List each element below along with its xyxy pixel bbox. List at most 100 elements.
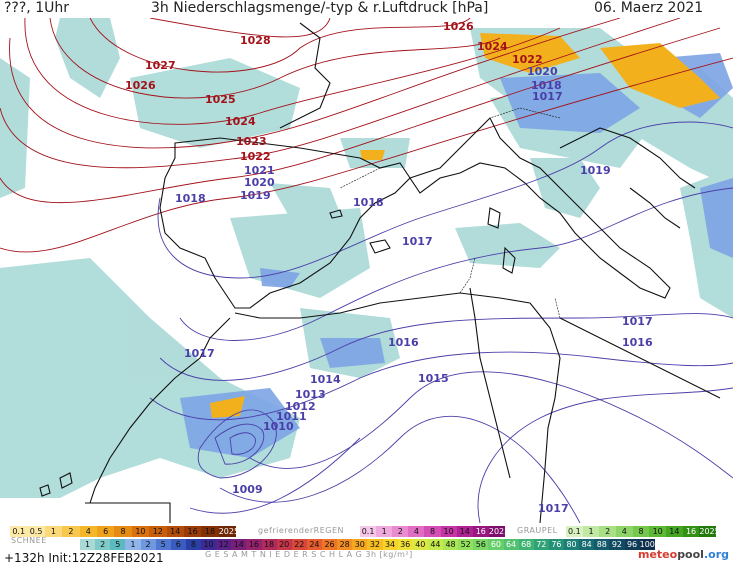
isobar-label: 1019: [580, 164, 611, 177]
graupel-step: 4: [616, 526, 633, 537]
total-precip-step: 52: [458, 539, 474, 550]
total-precip-step: 14: [231, 539, 247, 550]
snow-scale-step: 16: [183, 526, 202, 537]
total-precip-step: 30: [352, 539, 368, 550]
isobar-label: 1027: [145, 59, 176, 72]
graupel-step: 2025+: [699, 526, 717, 537]
graupel-step: 0.1: [566, 526, 583, 537]
isobar-label: 1017: [532, 90, 563, 103]
total-precip-step: 12: [216, 539, 232, 550]
graupel-step: 2: [599, 526, 617, 537]
isobar-label: 1022: [512, 53, 543, 66]
isobar-label: 1017: [622, 315, 653, 328]
snow-scale-step: 2: [62, 526, 80, 537]
total-precip-step: 34: [382, 539, 398, 550]
graupel-step: 1: [582, 526, 600, 537]
snow-scale-step: 2025+: [218, 526, 237, 537]
total-precip-step: 64: [503, 539, 519, 550]
isobar-label: 1017: [402, 235, 433, 248]
map-title: 3h Niederschlagsmenge/-typ & r.Luftdruck…: [151, 0, 489, 16]
total-precip-step: 28: [337, 539, 353, 550]
isobar-label: 1026: [125, 79, 156, 92]
total-precip-step: 6: [170, 539, 186, 550]
isobar-label: 1012: [285, 400, 316, 413]
snow-scale-step: 14: [166, 526, 184, 537]
total-precip-title: G E S A M T N I E D E R S C H L A G 3h […: [205, 550, 413, 559]
isobar-label: 1010: [263, 420, 294, 433]
total-precip-step: 16: [246, 539, 262, 550]
total-precip-step: 1: [80, 539, 96, 550]
total-precip-step: 88: [594, 539, 610, 550]
freezing-rain-step: 16: [472, 526, 489, 537]
forecast-hour-label: ???, 1Uhr: [4, 0, 69, 16]
snow-scale-step: 4: [79, 526, 97, 537]
graupel-step: 8: [632, 526, 650, 537]
graupel-scale: 0.1 1 2 4 8 10 14 16 2025+: [566, 526, 717, 537]
legend-panel: 0.1 0.5 1 2 4 6 8 10 12 14 16 18 2025+ S…: [0, 523, 733, 566]
weather-map[interactable]: 1028 1027 1026 1025 1024 1023 1022 1026 …: [0, 18, 733, 523]
graupel-title: GRAUPEL: [517, 526, 558, 535]
graupel-step: 16: [682, 526, 700, 537]
map-header: ???, 1Uhr 3h Niederschlagsmenge/-typ & r…: [0, 0, 733, 18]
isobar-labels-high: 1028 1027 1026 1025 1024 1023 1022 1026 …: [125, 20, 543, 163]
snow-scale: 0.1 0.5 1 2 4 6 8 10 12 14 16 18 2025+: [10, 526, 237, 537]
total-precip-step: 5: [155, 539, 171, 550]
total-precip-step: 76: [548, 539, 564, 550]
meteopool-logo[interactable]: meteopool.org: [638, 548, 729, 561]
isobar-label: 1019: [240, 189, 271, 202]
snow-scale-step: 0.1: [10, 526, 28, 537]
isobar-label: 1026: [443, 20, 474, 33]
isobar-label: 1009: [232, 483, 263, 496]
total-precip-step: 100: [639, 539, 655, 550]
total-precip-step: 84: [579, 539, 595, 550]
freezing-rain-step: 2025+: [488, 526, 505, 537]
isobar-label: 1018: [175, 192, 206, 205]
freezing-rain-step: 10: [440, 526, 457, 537]
isobar-label: 1020: [527, 65, 558, 78]
snow-scale-step: 1: [44, 526, 63, 537]
isobar-label: 1021: [244, 164, 275, 177]
logo-part-meteo: meteo: [637, 548, 678, 561]
forecast-date: 06. Maerz 2021: [594, 0, 704, 16]
snow-title: SCHNEE: [11, 536, 47, 545]
borders: [339, 107, 561, 319]
total-precip-step: 1: [125, 539, 141, 550]
isobar-label: 1011: [276, 410, 307, 423]
total-precip-step: 32: [367, 539, 383, 550]
total-precip-step: 96: [624, 539, 640, 550]
logo-part-pool: pool: [677, 548, 704, 561]
snow-scale-step: 0.5: [27, 526, 45, 537]
snow-scale-step: 18: [201, 526, 219, 537]
total-precip-step: 68: [518, 539, 534, 550]
isobar-label: 1023: [236, 135, 267, 148]
isobar-label: 1013: [295, 388, 326, 401]
total-precip-step: 20: [276, 539, 292, 550]
isobar-label: 1014: [310, 373, 341, 386]
total-precip-step: 24: [306, 539, 322, 550]
isobar-label: 1015: [418, 372, 449, 385]
total-precip-step: 2: [95, 539, 111, 550]
freezing-rain-title: gefrierenderREGEN: [258, 526, 344, 535]
freezing-rain-step: 4: [408, 526, 425, 537]
isobar-label: 1028: [240, 34, 271, 47]
precipitation-light: [0, 18, 733, 498]
freezing-rain-step: 2: [392, 526, 409, 537]
snowfall: [210, 33, 720, 418]
snow-scale-step: 6: [96, 526, 115, 537]
total-precip-step: 44: [427, 539, 443, 550]
coastlines: [39, 22, 721, 523]
snow-scale-step: 8: [114, 526, 132, 537]
total-precip-step: 56: [473, 539, 489, 550]
total-precip-step: 26: [322, 539, 338, 550]
total-precip-scale: 1 2 5 1 2 5 6 8 10 12 14 16 18 20 22 24 26 28 30 32 34 36 40 44…: [80, 539, 655, 550]
total-precip-step: 60: [488, 539, 504, 550]
isobars-low: [149, 121, 733, 523]
total-precip-step: 40: [412, 539, 428, 550]
total-precip-step: 2: [140, 539, 156, 550]
isobar-label: 1017: [184, 347, 215, 360]
isobar-label: 1017: [538, 502, 569, 515]
snow-scale-step: 10: [131, 526, 150, 537]
logo-part-org: .org: [703, 548, 729, 561]
freezing-rain-step: 0.1: [360, 526, 377, 537]
isobar-label: 1018: [353, 196, 384, 209]
